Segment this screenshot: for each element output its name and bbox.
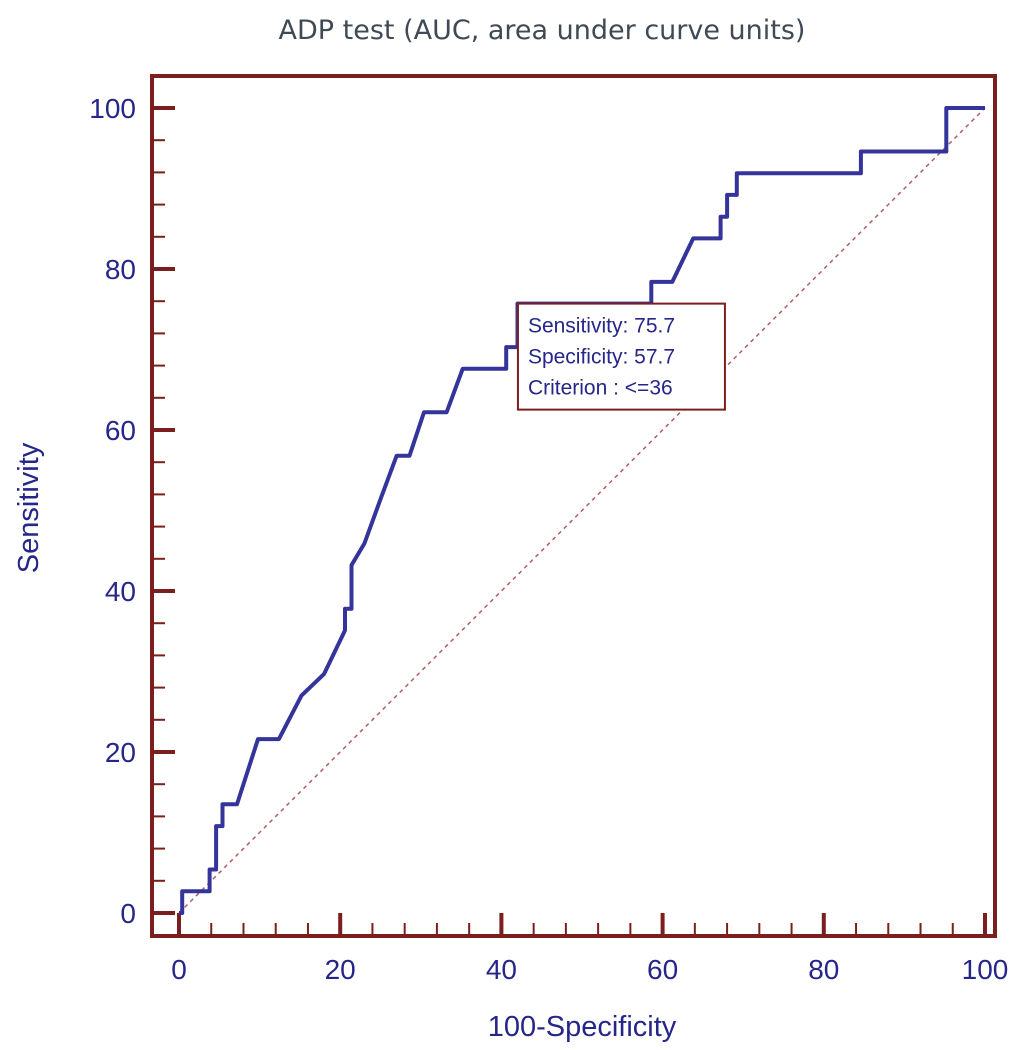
x-tick-label: 20 [325, 954, 356, 985]
x-tick-label: 0 [171, 954, 187, 985]
x-axis-tick-labels: 0 20 40 60 80 100 [171, 954, 1008, 985]
y-axis-label: Sensitivity [13, 442, 45, 573]
x-tick-label: 80 [808, 954, 839, 985]
x-tick-label: 60 [647, 954, 678, 985]
plot-frame [150, 74, 997, 938]
annotation-sensitivity: Sensitivity: 75.7 [528, 315, 675, 338]
x-axis-label: 100-Specificity [488, 1011, 677, 1043]
y-tick-label: 20 [105, 737, 136, 768]
reference-diagonal-line [178, 107, 986, 914]
chart-title: ADP test (AUC, area under curve units) [279, 15, 806, 46]
y-axis-tick-labels: 0 20 40 60 80 100 [89, 93, 136, 929]
y-tick-label: 100 [89, 93, 136, 124]
y-tick-label: 80 [105, 254, 136, 285]
criterion-annotation: Sensitivity: 75.7 Specificity: 57.7 Crit… [516, 302, 726, 411]
y-axis-ticks [152, 106, 175, 915]
annotation-box [516, 302, 726, 411]
x-tick-label: 40 [486, 954, 517, 985]
annotation-criterion: Criterion : <=36 [528, 377, 673, 400]
x-tick-label: 100 [962, 954, 1009, 985]
annotation-specificity: Specificity: 57.7 [528, 346, 675, 369]
roc-curve-line [179, 106, 985, 915]
x-axis-ticks [177, 913, 987, 936]
y-tick-label: 0 [120, 898, 136, 929]
y-tick-label: 60 [105, 415, 136, 446]
y-tick-label: 40 [105, 576, 136, 607]
